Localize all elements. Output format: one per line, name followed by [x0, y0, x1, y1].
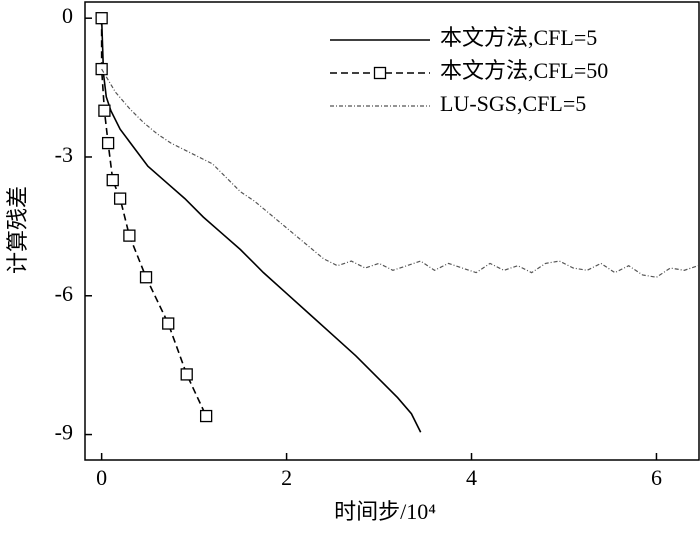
y-tick-label: -3 — [55, 142, 73, 167]
x-axis-label: 时间步/10⁴ — [334, 499, 436, 524]
marker — [373, 66, 387, 80]
x-tick-label: 4 — [466, 465, 477, 490]
y-tick-label: 0 — [62, 3, 73, 28]
y-tick-label: -9 — [55, 420, 73, 445]
marker — [180, 368, 193, 381]
legend-label: 本文方法,CFL=50 — [440, 58, 608, 83]
series-line — [100, 18, 422, 433]
marker — [139, 271, 153, 284]
marker — [106, 173, 119, 187]
marker — [162, 317, 175, 330]
legend-label: 本文方法,CFL=5 — [440, 25, 597, 50]
x-tick-label: 6 — [651, 465, 662, 490]
marker — [98, 104, 111, 117]
legend-label: LU-SGS,CFL=5 — [440, 91, 586, 116]
marker — [113, 192, 127, 205]
x-tick-label: 2 — [281, 465, 292, 490]
marker — [123, 229, 136, 242]
marker — [101, 136, 115, 150]
x-tick-label: 0 — [96, 465, 107, 490]
plot-frame — [84, 1, 700, 461]
marker — [95, 12, 108, 25]
y-tick-label: -6 — [55, 281, 73, 306]
series-line — [100, 18, 207, 417]
y-axis-label: 计算残差 — [5, 186, 30, 274]
series-line — [101, 68, 699, 278]
marker — [199, 409, 213, 423]
